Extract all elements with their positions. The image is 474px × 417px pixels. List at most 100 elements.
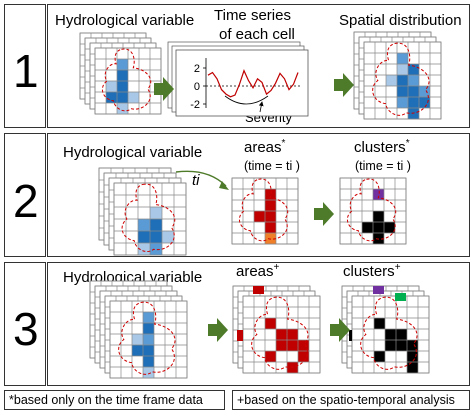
row-3-clusters-back-cell-green [395, 293, 406, 301]
grid-cell-filled [138, 231, 150, 243]
grid-cell-filled [373, 222, 384, 233]
grid-cell-filled [265, 233, 276, 244]
row-1-timeseries-label-line2: of each cell [219, 26, 295, 43]
grid-cell-filled [407, 351, 418, 362]
row-3-arrow-to-areas [208, 318, 228, 342]
clusters-word: clusters [343, 263, 395, 280]
clusters-word: clusters [354, 139, 406, 156]
grid-cell-filled [117, 59, 128, 70]
footnote-right: +based on the spatio-temporal analysis [232, 390, 470, 410]
row-3-areas-grid [232, 285, 321, 374]
grid-cell-filled [397, 53, 408, 64]
grid-cell-filled [276, 340, 287, 351]
grid-cell-filled [132, 334, 143, 345]
grid-cell-filled [106, 81, 117, 92]
row-1-variable-label: Hydrological variable [55, 12, 195, 29]
grid-cell-filled [385, 329, 396, 340]
grid-cell-filled [265, 200, 276, 211]
catchment-outline [118, 301, 176, 375]
row-3-number-box [4, 262, 46, 386]
row-1-spatial-grid [353, 31, 442, 120]
row-1-number-box [4, 4, 46, 128]
row-number-3: 3 [13, 303, 39, 355]
grid-cell-filled [128, 92, 139, 103]
ti-label: ti [192, 172, 200, 189]
grid-cell-filled [408, 86, 419, 97]
row-number-2: 2 [13, 175, 39, 227]
grid-cell-filled [265, 318, 276, 329]
grid-cell-filled [150, 219, 162, 231]
row-3-clusters-back-cell-purple [373, 286, 384, 294]
grid-cell-filled [408, 64, 419, 75]
grid-cell-filled [150, 231, 162, 243]
grid-cell-filled [265, 189, 276, 200]
grid-cell-filled [143, 345, 154, 356]
row-2-clusters-grid-layer [339, 177, 407, 245]
chart-tick-label: 2 [194, 63, 200, 75]
row-2-areas-label: areas* [244, 138, 285, 156]
chart-series-line [207, 69, 299, 98]
grid-cell-filled [162, 231, 174, 243]
footnote-left: *based only on the time frame data [4, 390, 225, 410]
row-1-timeseries-label-line1: Time series [214, 7, 291, 24]
row-3-areas-label: areas+ [236, 262, 280, 280]
grid-cell-filled [287, 329, 298, 340]
row-3-arrow-to-clusters [330, 318, 350, 342]
chart-tick-label: -2 [190, 99, 200, 111]
grid-cell-filled [408, 97, 419, 108]
grid-cell-filled [265, 211, 276, 222]
grid-cell-filled [117, 70, 128, 81]
row-3-clusters-back-cell-left [349, 330, 352, 341]
grid-cell-filled [407, 340, 418, 351]
grid-cell-filled [276, 329, 287, 340]
catchment-outline [251, 296, 309, 370]
row-2-panel [47, 133, 470, 257]
grid-cell-filled [143, 312, 154, 323]
areas-plus: + [273, 262, 280, 273]
grid-cell-filled [373, 211, 384, 222]
areas-word: areas [236, 263, 274, 280]
row-2-areas-grid [231, 177, 299, 245]
row-1-arrow-to-spatial [334, 73, 354, 97]
grid-cell-filled [374, 318, 385, 329]
grid-cell-filled [298, 340, 309, 351]
grid-cell-filled [373, 189, 384, 200]
grid-cell-filled [138, 243, 150, 255]
grid-cell-filled [265, 222, 276, 233]
catchment-outline [346, 178, 397, 242]
row-3-variable-grid [89, 280, 188, 379]
chart-tick-label: 0 [194, 81, 200, 93]
grid-cell-filled [386, 75, 397, 86]
row-1-panel [47, 4, 470, 128]
row-2-clusters-time: (time = ti ) [355, 159, 411, 173]
grid-cell-filled [132, 345, 143, 356]
grid-cell-filled [396, 329, 407, 340]
severity-bracket [224, 95, 269, 105]
grid-cell-filled [407, 362, 418, 373]
ti-curve-arrowhead [219, 181, 229, 190]
clusters-plus: + [394, 262, 401, 273]
row-2-areas-grid-layer [231, 177, 299, 245]
row-3-areas-back-cell-left [237, 330, 243, 341]
row-3-clusters-grid-layer [351, 295, 430, 374]
row-3-variable-grid-layer [109, 300, 188, 379]
grid-cell-filled [117, 81, 128, 92]
grid-cell-filled [362, 222, 373, 233]
row-2-number-box [4, 133, 46, 257]
row-2-variable-label: Hydrological variable [63, 144, 203, 161]
row-2-clusters-grid [339, 177, 407, 245]
grid-cell-filled [138, 219, 150, 231]
grid-cell-filled [397, 86, 408, 97]
grid-cell-filled [143, 356, 154, 367]
catchment-outline [101, 48, 152, 112]
areas-word: areas [244, 139, 282, 156]
grid-cell-filled [419, 86, 430, 97]
grid-cell-filled [143, 323, 154, 334]
row-1-spatial-label: Spatial distribution [339, 12, 462, 29]
row-3-clusters-label: clusters+ [343, 262, 401, 280]
grid-cell-filled [106, 92, 117, 103]
clusters-asterisk: * [405, 138, 410, 149]
grid-cell-filled [117, 103, 128, 114]
row-3-areas-grid-layer [242, 295, 321, 374]
grid-cell-filled [397, 97, 408, 108]
